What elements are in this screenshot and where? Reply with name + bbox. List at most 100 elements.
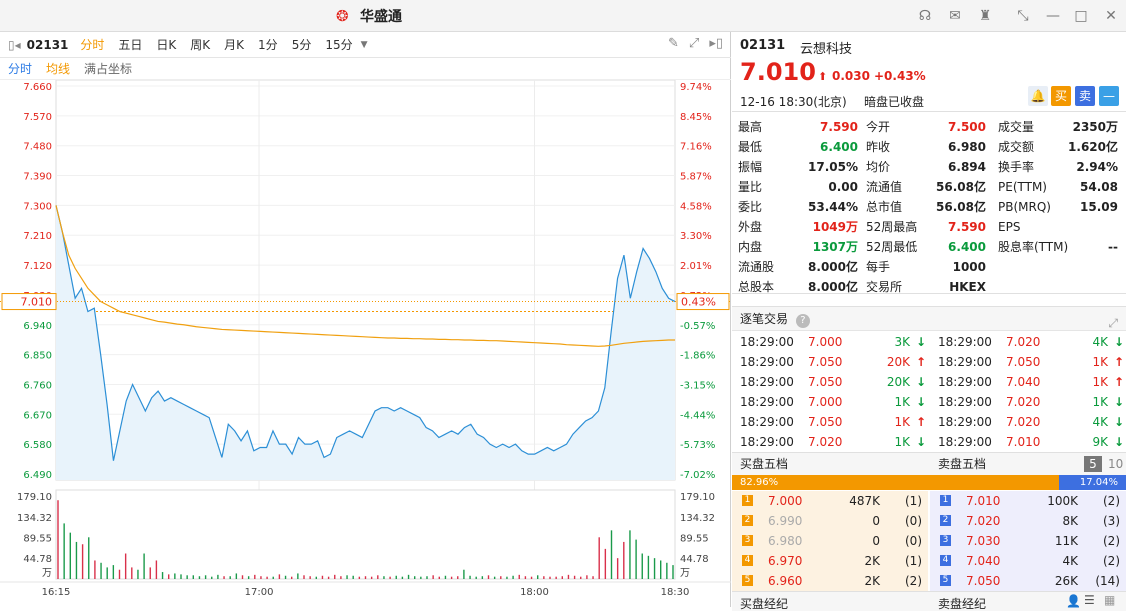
trade-volume: 1K — [894, 395, 910, 409]
trade-time: 18:29:00 — [938, 375, 992, 389]
collapse-left-icon[interactable]: ▯◂ — [8, 37, 21, 52]
stat-value: 1.620亿 — [1068, 140, 1118, 154]
period-tab[interactable]: 月K — [224, 38, 245, 52]
stat-label: 均价 — [866, 160, 891, 174]
up-arrow-icon: ⬆ — [818, 70, 828, 83]
price-tick-label: 7.210 — [23, 231, 52, 242]
level-badge: 4 — [940, 555, 951, 566]
collapse-right-icon[interactable]: ▸▯ — [709, 36, 723, 51]
book-count: (2) — [1103, 494, 1120, 508]
subbar-timeshare[interactable]: 分时 — [8, 62, 33, 76]
subbar-full-axis[interactable]: 满占坐标 — [84, 62, 133, 76]
bid-level[interactable]: 2 6.990 0 (0) — [732, 511, 928, 531]
book-price: 6.970 — [768, 554, 803, 568]
pct-tick-label: 8.45% — [680, 112, 712, 123]
pct-tick-label: -7.02% — [680, 470, 715, 481]
buy-button[interactable]: 买 — [1051, 86, 1071, 106]
stat-value: 53.44% — [808, 200, 858, 214]
stat-value: 7.590 — [820, 120, 858, 134]
stat-label: 52周最低 — [866, 240, 918, 254]
trade-volume: 1K — [894, 435, 910, 449]
book-volume: 2K — [864, 554, 880, 568]
sell-button[interactable]: 卖 — [1075, 86, 1095, 106]
stat-value: 2.94% — [1076, 160, 1118, 174]
restore-icon[interactable]: ⤡ — [1017, 8, 1029, 24]
popout-icon[interactable]: ⤢ — [1108, 316, 1118, 330]
volume-tick-label-right: 44.78 — [680, 554, 709, 565]
book-price: 7.020 — [966, 514, 1001, 528]
ask-level[interactable]: 5 7.050 26K (14) — [930, 571, 1126, 591]
headset-icon[interactable]: ☊ — [918, 8, 932, 24]
ask-level[interactable]: 1 7.010 100K (2) — [930, 491, 1126, 511]
help-icon[interactable]: ? — [795, 314, 810, 328]
period-tab[interactable]: 五日 — [118, 38, 143, 52]
down-arrow-icon: ↓ — [916, 395, 927, 409]
grid-icon[interactable]: ▦ — [1104, 593, 1116, 607]
trade-time: 18:29:00 — [740, 355, 794, 369]
bid-ask-ratio-bar: 82.96% 17.04% — [732, 475, 1126, 490]
collapse-button[interactable]: — — [1099, 86, 1119, 106]
depth-5-button[interactable]: 5 — [1084, 456, 1102, 472]
down-arrow-icon: ↓ — [1114, 335, 1125, 349]
bell-icon[interactable]: 🔔 — [1028, 86, 1048, 106]
level-badge: 4 — [742, 555, 753, 566]
book-price: 6.980 — [768, 534, 803, 548]
ask-level[interactable]: 3 7.030 11K (2) — [930, 531, 1126, 551]
stat-value: 7.590 — [948, 220, 986, 234]
pct-tick-label: -0.57% — [680, 321, 715, 332]
price-tick-label: 7.480 — [23, 142, 52, 153]
stat-label: 最高 — [738, 120, 763, 134]
ask-level[interactable]: 2 7.020 8K (3) — [930, 511, 1126, 531]
stat-label: EPS — [998, 220, 1021, 234]
pencil-icon[interactable]: ✎ — [668, 36, 679, 51]
stat-value: 54.08 — [1080, 180, 1118, 194]
shirt-icon[interactable]: ♜ — [978, 8, 992, 24]
person-icon[interactable]: 👤 — [1066, 594, 1081, 608]
stat-label: 换手率 — [998, 160, 1035, 174]
book-count: (2) — [1103, 534, 1120, 548]
stat-label: 内盘 — [738, 240, 763, 254]
period-tab[interactable]: 5分 — [291, 38, 312, 52]
minimize-icon[interactable]: — — [1046, 8, 1060, 24]
volume-tick-label: 万 — [42, 568, 52, 579]
period-tab[interactable]: 15分 — [325, 38, 353, 52]
maximize-icon[interactable]: □ — [1074, 8, 1088, 24]
book-volume: 26K — [1054, 574, 1078, 588]
chart-panel: ▯◂ 02131 分时 五日 日K 周K 月K 1分 5分 15分 ▼ ✎ ⤢ ▸▯ 分时 均… — [0, 32, 731, 607]
period-tab[interactable]: 分时 — [80, 38, 105, 52]
quote-status: 暗盘已收盘 — [864, 95, 925, 109]
list-icon[interactable]: ☰ — [1084, 593, 1095, 607]
stats-grid: 最高 7.590 今开 7.500 成交量 2350万 最低 6.400 昨收 6.980 成交额 1… — [732, 114, 1126, 294]
trade-price: 7.050 — [1006, 355, 1041, 369]
period-tab[interactable]: 1分 — [258, 38, 278, 52]
stat-value: 15.09 — [1080, 200, 1118, 214]
book-count: (2) — [1103, 554, 1120, 568]
mail-icon[interactable]: ✉ — [949, 8, 961, 24]
subbar-avg-line[interactable]: 均线 — [46, 62, 71, 76]
ask-level[interactable]: 4 7.040 4K (2) — [930, 551, 1126, 571]
volume-tick-label-right: 万 — [680, 568, 690, 579]
price-tick-label: 7.300 — [23, 201, 52, 212]
trade-price: 7.020 — [1006, 335, 1041, 349]
stat-value: 56.08亿 — [936, 180, 986, 194]
period-tab[interactable]: 日K — [156, 38, 177, 52]
volume-tick-label: 89.55 — [23, 534, 52, 545]
bid-level[interactable]: 5 6.960 2K (2) — [732, 571, 928, 591]
stat-label: 股息率(TTM) — [998, 240, 1069, 254]
period-dropdown-icon[interactable]: ▼ — [360, 39, 368, 50]
book-price: 7.000 — [768, 494, 803, 508]
bid-level[interactable]: 1 7.000 487K (1) — [732, 491, 928, 511]
depth-10-button[interactable]: 10 — [1108, 457, 1124, 471]
current-price-box — [1, 293, 57, 311]
book-count: (1) — [905, 494, 922, 508]
bid-title: 买盘五档 — [740, 457, 789, 471]
bid-level[interactable]: 4 6.970 2K (1) — [732, 551, 928, 571]
price-tick-label: 7.120 — [23, 261, 52, 272]
stat-label: 总市值 — [866, 200, 903, 214]
down-arrow-icon: ↓ — [916, 375, 927, 389]
timeshare-chart[interactable]: 7.660 9.74% 7.570 8.45% 7.480 7.16% 7.390 5.87%… — [0, 80, 731, 607]
period-tab[interactable]: 周K — [190, 38, 211, 52]
close-icon[interactable]: ✕ — [1105, 8, 1117, 24]
bid-level[interactable]: 3 6.980 0 (0) — [732, 531, 928, 551]
expand-icon[interactable]: ⤢ — [688, 36, 700, 51]
